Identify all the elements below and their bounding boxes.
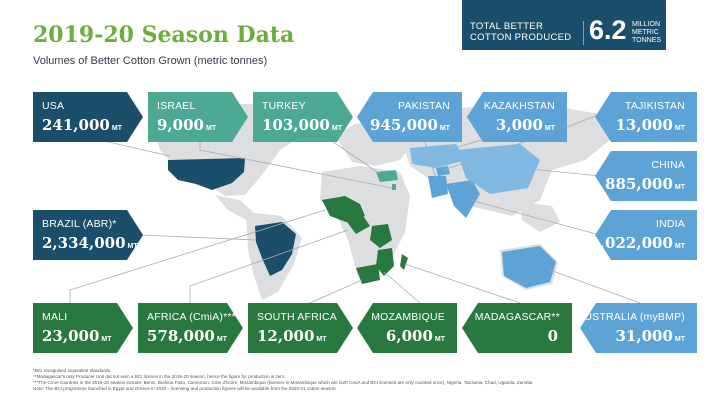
country-value: 945,000 MT bbox=[370, 116, 450, 134]
country-label: TURKEY bbox=[262, 100, 306, 112]
country-box-madagascar: MADAGASCAR** 0 bbox=[462, 303, 572, 353]
australia-shape bbox=[502, 246, 556, 288]
country-label: BRAZIL (ABR)* bbox=[42, 218, 117, 230]
country-box-mali: MALI 23,000 MT bbox=[33, 303, 133, 353]
country-label: CHINA bbox=[651, 159, 685, 171]
leader-line-australia bbox=[549, 269, 641, 304]
country-box-kazakhstan: KAZAKHSTAN 3,000 MT bbox=[467, 92, 567, 142]
china-shape bbox=[456, 144, 540, 194]
country-value: 13,000 MT bbox=[615, 116, 685, 134]
country-label: KAZAKHSTAN bbox=[483, 100, 555, 112]
country-value: 241,000 MT bbox=[42, 116, 122, 134]
west-africa-shape bbox=[322, 196, 365, 222]
country-value: 0 bbox=[547, 327, 558, 345]
country-value: 3,000 MT bbox=[495, 116, 555, 134]
country-label: SOUTH AFRICA bbox=[257, 311, 337, 323]
leader-line-mozambique bbox=[383, 271, 421, 304]
total-unit: MILLION METRIC TONNES bbox=[632, 21, 662, 44]
country-box-china: CHINA 885,000 MT bbox=[595, 151, 697, 201]
south-africa-shape bbox=[356, 264, 380, 284]
country-label: USA bbox=[42, 100, 65, 112]
country-box-india: INDIA 1,022,000 MT bbox=[595, 210, 697, 260]
total-value: 6.2 bbox=[589, 15, 627, 45]
central-africa-shape bbox=[344, 214, 370, 234]
country-box-pakistan: PAKISTAN 945,000 MT bbox=[357, 92, 462, 142]
country-value: 578,000 MT bbox=[147, 327, 227, 345]
country-label: ISRAEL bbox=[157, 100, 196, 112]
country-value: 31,000 MT bbox=[615, 327, 685, 345]
country-value: 6,000 MT bbox=[385, 327, 445, 345]
leader-line-india bbox=[469, 199, 601, 236]
tajikistan-shape bbox=[436, 166, 450, 176]
country-value: 2,334,000 MT bbox=[42, 234, 138, 252]
country-box-south-africa: SOUTH AFRICA 12,000 MT bbox=[248, 303, 353, 353]
kazakhstan-shape bbox=[410, 144, 466, 168]
leader-line-brazil bbox=[139, 234, 257, 241]
turkey-shape bbox=[376, 170, 398, 182]
country-box-africa-cmia: AFRICA (CmiA)*** 578,000 MT bbox=[138, 303, 243, 353]
total-divider bbox=[583, 21, 584, 45]
total-label: TOTAL BETTER COTTON PRODUCED bbox=[470, 21, 572, 43]
page-subtitle: Volumes of Better Cotton Grown (metric t… bbox=[33, 55, 268, 67]
footnote: *BCI recognised equivalent standards. bbox=[33, 368, 112, 373]
country-box-usa: USA 241,000 MT bbox=[33, 92, 143, 142]
country-label: INDIA bbox=[655, 218, 685, 230]
central-america-land bbox=[215, 195, 255, 220]
country-box-mozambique: MOZAMBIQUE 6,000 MT bbox=[357, 303, 457, 353]
country-value: 9,000 MT bbox=[157, 116, 217, 134]
country-label: AUSTRALIA (myBMP) bbox=[577, 311, 685, 323]
footnote: **Madagascar's only Producer Unit did no… bbox=[33, 374, 286, 379]
country-box-australia: AUSTRALIA (myBMP) 31,000 MT bbox=[580, 303, 697, 353]
country-box-israel: ISRAEL 9,000 MT bbox=[148, 92, 248, 142]
highlighted-countries bbox=[168, 144, 556, 288]
footnote: ***The CmiA countries in the 2019-20 sea… bbox=[33, 380, 533, 385]
country-label: AFRICA (CmiA)*** bbox=[147, 311, 236, 323]
footnotes: *BCI recognised equivalent standards. **… bbox=[33, 368, 693, 392]
leader-line-africa bbox=[189, 229, 349, 303]
country-label: PAKISTAN bbox=[398, 100, 450, 112]
country-label: TAJIKISTAN bbox=[625, 100, 685, 112]
page-title: 2019-20 Season Data bbox=[33, 22, 295, 48]
leader-line-south-africa bbox=[309, 279, 363, 304]
israel-shape bbox=[392, 184, 396, 190]
southeast-asia-land bbox=[520, 202, 560, 232]
country-value: 103,000 MT bbox=[262, 116, 342, 134]
footnote: Note: The BCI programme launched in Egyp… bbox=[33, 386, 337, 391]
total-production-banner: TOTAL BETTER COTTON PRODUCED 6.2 MILLION… bbox=[462, 0, 666, 50]
country-label: MOZAMBIQUE bbox=[371, 311, 445, 323]
india-shape bbox=[446, 180, 480, 218]
leader-line-madagascar bbox=[404, 263, 521, 304]
mozambique-shape bbox=[376, 248, 394, 276]
country-value: 885,000 MT bbox=[605, 175, 685, 193]
east-africa-shape bbox=[370, 224, 392, 248]
usa-shape bbox=[168, 158, 245, 190]
madagascar-shape bbox=[400, 254, 408, 270]
country-value: 1,022,000 MT bbox=[589, 234, 685, 252]
country-value: 23,000 MT bbox=[42, 327, 112, 345]
leader-line-mali bbox=[69, 209, 326, 303]
brazil-shape bbox=[255, 222, 296, 276]
country-box-tajikistan: TAJIKISTAN 13,000 MT bbox=[595, 92, 697, 142]
leader-line-china bbox=[519, 167, 601, 177]
country-box-brazil: BRAZIL (ABR)* 2,334,000 MT bbox=[33, 210, 143, 260]
pakistan-shape bbox=[428, 176, 448, 198]
country-box-turkey: TURKEY 103,000 MT bbox=[253, 92, 353, 142]
country-value: 12,000 MT bbox=[257, 327, 327, 345]
country-label: MALI bbox=[42, 311, 68, 323]
country-label: MADAGASCAR** bbox=[474, 311, 560, 323]
